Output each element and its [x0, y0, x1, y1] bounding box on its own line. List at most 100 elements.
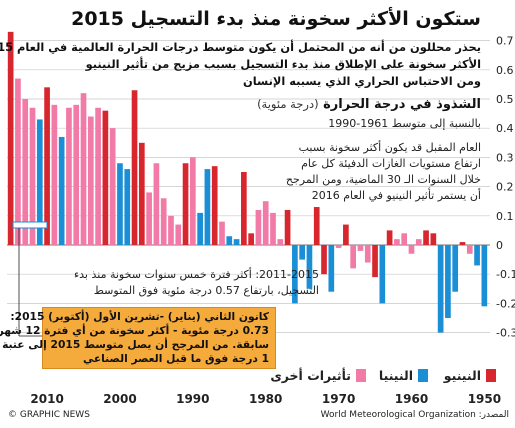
- x-tick-label: 1950: [468, 392, 501, 406]
- bar-1997: [138, 142, 145, 245]
- bar-1977: [284, 209, 291, 245]
- bar-2010: [44, 87, 50, 245]
- callout-box: كانون الثاني (يناير) -تشرين الأول (أكتوب…: [0, 307, 276, 369]
- bar-2013: [22, 99, 29, 245]
- y-tick-label: 0.1: [496, 210, 514, 223]
- bar-1958: [423, 230, 429, 245]
- bar-1998: [131, 90, 138, 246]
- callout-line-2: 0.73 درجة مئوية - أكثر سخونة من أي فترة …: [0, 324, 269, 337]
- bar-1985: [226, 236, 233, 245]
- bar-1956: [437, 245, 444, 333]
- callout-line-1: كانون الثاني (يناير) -تشرين الأول (أكتوب…: [10, 310, 269, 323]
- chart-grid: [7, 40, 490, 333]
- bar-1980: [262, 201, 269, 245]
- highlight-marker: [12, 221, 48, 229]
- bar-1967: [357, 245, 364, 251]
- bar-1974: [306, 245, 313, 289]
- bar-1962: [394, 239, 400, 245]
- x-tick-label: 1970: [322, 392, 355, 406]
- legend-swatch-la-nina: [418, 369, 428, 382]
- bar-1983: [241, 172, 247, 245]
- bar-2011: [36, 119, 43, 245]
- body-line-2: ارتفاع مستويات الغازات الدفيئة كل عام: [301, 157, 481, 170]
- bar-2008: [58, 136, 65, 245]
- x-tick-label: 1960: [395, 392, 428, 406]
- bar-2009: [51, 104, 58, 245]
- y-tick-label: 0.5: [496, 93, 514, 106]
- chart-subtitle-unit: (درجة مئوية): [257, 97, 319, 111]
- bar-1971: [328, 245, 335, 292]
- bar-1951: [474, 245, 480, 266]
- y-tick-label: 0.4: [496, 122, 514, 135]
- bar-1991: [182, 163, 189, 245]
- chart-subtitle-main: الشذوذ في درجة الحرارة: [323, 97, 481, 112]
- bar-2012: [29, 107, 36, 245]
- bar-1986: [219, 221, 225, 245]
- bar-2000: [117, 163, 123, 245]
- bar-1968: [350, 245, 357, 269]
- bar-1993: [168, 215, 174, 245]
- bar-1957: [430, 233, 437, 245]
- bar-2006: [73, 104, 80, 245]
- chart-bars: [7, 31, 488, 333]
- y-tick-label: 0.2: [496, 181, 514, 194]
- body-line-1: العام المقبل قد يكون أكثر سخونة بسبب: [298, 141, 481, 154]
- bar-1984: [233, 239, 240, 245]
- legend-label-la-nina: النينيا: [378, 368, 413, 383]
- bar-1961: [401, 233, 408, 245]
- x-tick-label: 1990: [176, 392, 209, 406]
- bar-2004: [87, 116, 94, 246]
- legend-label-other: تأثيرات أخرى: [270, 368, 351, 383]
- y-tick-label: 0.6: [496, 64, 514, 77]
- bar-1964: [379, 245, 386, 304]
- bar-1976: [292, 245, 298, 304]
- intro-line-1: يحذر محللون من أنه من المحتمل أن يكون مت…: [0, 40, 481, 54]
- bar-2015: [7, 31, 14, 246]
- bar-1969: [343, 224, 349, 245]
- callout-line-4: 1 درجة فوق ما قبل العصر الصناعي: [83, 352, 269, 365]
- bar-1981: [255, 209, 262, 245]
- y-axis-labels: -0.3 -0.2 -0.1 0 0.1 0.2 0.3 0.4 0.5 0.6 0.7: [496, 35, 515, 340]
- bar-1965: [372, 245, 378, 278]
- y-tick-label: 0.3: [496, 151, 514, 164]
- y-tick-label: -0.3: [496, 327, 515, 340]
- body-line-4: أن يستمر تأثير النينيو في العام 2016: [311, 189, 481, 202]
- bar-1952: [466, 245, 473, 254]
- bar-1995: [153, 163, 160, 245]
- legend-label-el-nino: النينيو: [443, 368, 481, 383]
- bar-1994: [160, 198, 167, 245]
- legend-swatch-other: [356, 369, 366, 382]
- bar-1979: [270, 212, 276, 245]
- y-tick-label: -0.2: [496, 297, 515, 310]
- y-tick-label: 0.7: [496, 35, 514, 48]
- legend-swatch-el-nino: [486, 369, 496, 382]
- bar-2014: [15, 78, 21, 245]
- callout-line-3: سابقة. من المرجح أن يصل متوسط 2015 إلى ع…: [2, 338, 269, 351]
- decade-note-line-2: التسجيل، بارتفاع 0.57 درجة مئوية فوق الم…: [93, 284, 319, 297]
- bar-1990: [190, 157, 196, 245]
- bar-1963: [386, 230, 393, 245]
- x-tick-label: 1980: [249, 392, 282, 406]
- y-tick-label: 0: [496, 239, 503, 252]
- chart-baseline-note: بالنسبة إلى متوسط 1961-1990: [328, 117, 481, 130]
- decade-note-line-1: 2011-2015: أكثر فترة خمس سنوات سخونة منذ…: [73, 268, 319, 281]
- bar-1955: [445, 245, 451, 318]
- bar-1973: [313, 207, 320, 245]
- bar-1987: [211, 166, 218, 245]
- x-axis-labels: 1950 1960 1970 1980 1990 2000 2010: [30, 392, 501, 406]
- body-line-3: خلال السنوات الـ 30 الماضية، ومن المرجح: [285, 173, 481, 186]
- bar-2003: [95, 107, 101, 245]
- bar-1996: [146, 192, 152, 245]
- bar-1953: [459, 242, 466, 245]
- y-tick-label: -0.1: [496, 268, 515, 281]
- bar-1970: [335, 245, 342, 248]
- bar-1966: [364, 245, 371, 263]
- bar-2002: [102, 110, 109, 246]
- intro-line-3: ومن الاحتباس الحراري الذي يسببه الإنسان: [242, 74, 481, 88]
- bar-1999: [124, 169, 131, 245]
- source-text: المصدر: World Meteorological Organizatio…: [320, 410, 509, 420]
- x-tick-label: 2000: [103, 392, 136, 406]
- x-tick-label: 2010: [30, 392, 63, 406]
- bar-2001: [109, 128, 116, 245]
